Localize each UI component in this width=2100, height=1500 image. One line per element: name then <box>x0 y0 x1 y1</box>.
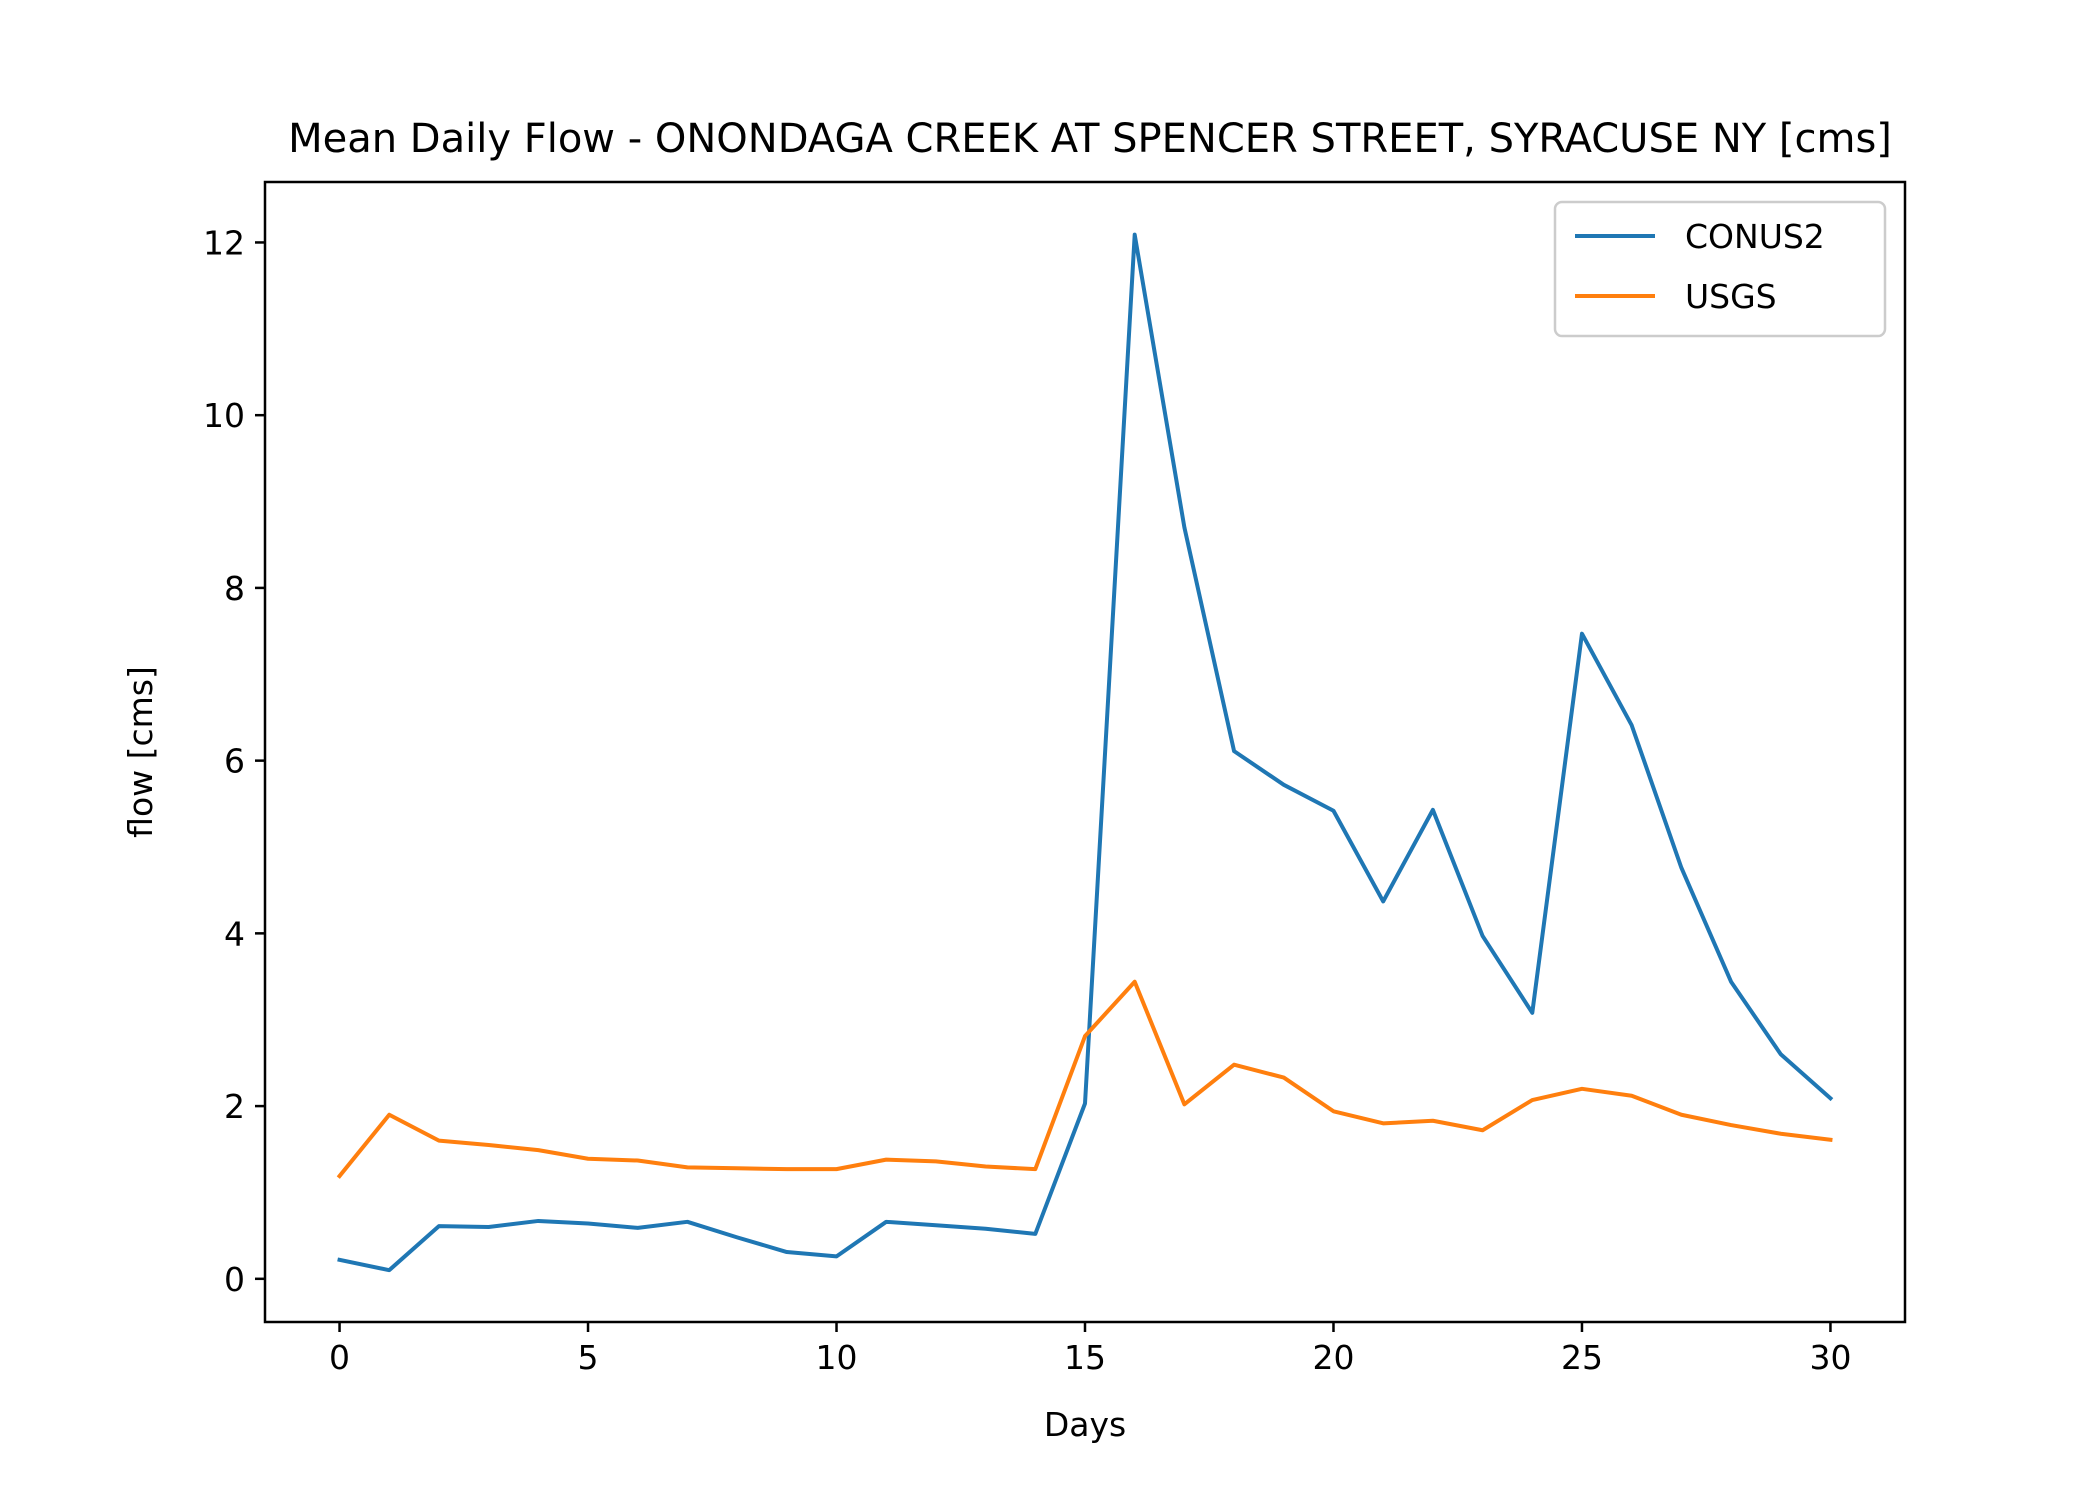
legend-items: CONUS2 USGS <box>1575 217 1825 316</box>
x-tick-label: 10 <box>816 1338 858 1377</box>
x-axis: 0 5 10 15 20 25 30 <box>329 1322 1851 1377</box>
y-tick-label: 8 <box>224 569 245 608</box>
x-axis-label: Days <box>1044 1405 1126 1444</box>
y-tick-label: 12 <box>203 223 245 262</box>
x-tick-label: 20 <box>1312 1338 1354 1377</box>
legend-label-usgs: USGS <box>1685 277 1777 316</box>
y-tick-label: 10 <box>203 396 245 435</box>
y-tick-label: 4 <box>224 914 245 953</box>
y-axis-label: flow [cms] <box>121 666 160 838</box>
y-tick-label: 0 <box>224 1260 245 1299</box>
x-tick-label: 0 <box>329 1338 350 1377</box>
legend: CONUS2 USGS <box>1553 200 1887 338</box>
x-tick-label: 15 <box>1064 1338 1106 1377</box>
plot-frame <box>263 180 1907 1324</box>
series-line-usgs <box>336 979 1833 1179</box>
legend-label-conus2: CONUS2 <box>1685 217 1825 256</box>
x-tick-label: 25 <box>1561 1338 1603 1377</box>
x-tick-label: 30 <box>1809 1338 1851 1377</box>
y-tick-label: 2 <box>224 1087 245 1126</box>
y-axis: 0 2 4 6 8 10 12 <box>203 223 265 1299</box>
series-line-conus2 <box>337 232 1834 1273</box>
y-tick-label: 6 <box>224 742 245 781</box>
series-layer <box>336 232 1834 1273</box>
chart-title: Mean Daily Flow - ONONDAGA CREEK AT SPEN… <box>288 116 1892 162</box>
x-tick-label: 5 <box>578 1338 599 1377</box>
